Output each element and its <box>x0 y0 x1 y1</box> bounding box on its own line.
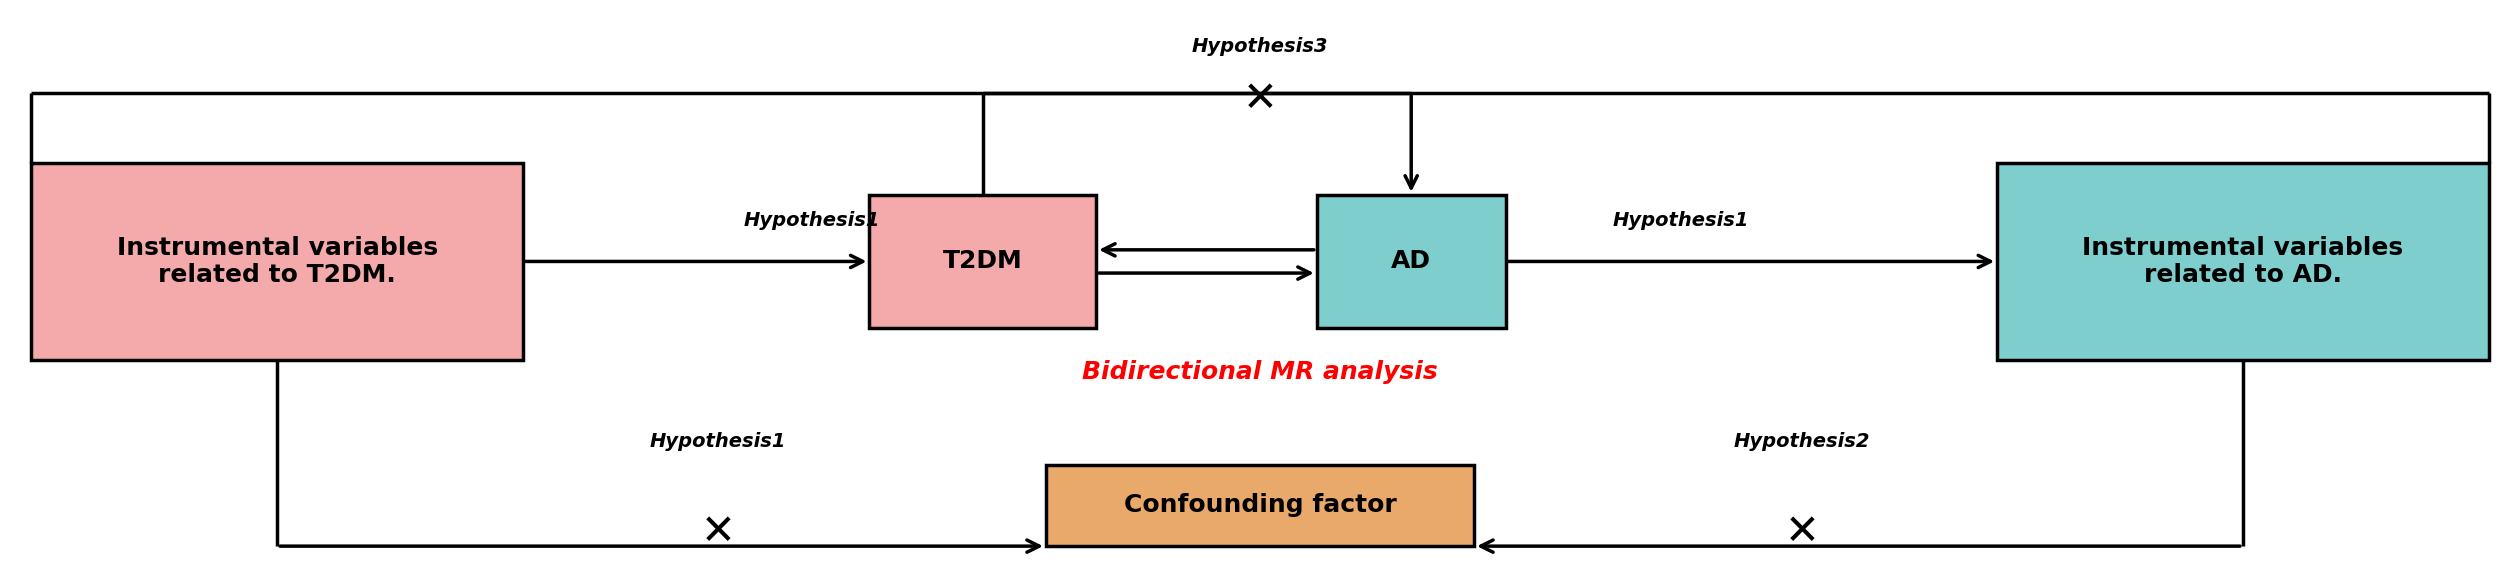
Text: Instrumental variables
related to AD.: Instrumental variables related to AD. <box>2082 235 2404 288</box>
Text: Hypothesis1: Hypothesis1 <box>650 432 786 451</box>
Text: ✕: ✕ <box>1242 78 1278 120</box>
Text: Hypothesis1: Hypothesis1 <box>743 211 879 230</box>
FancyBboxPatch shape <box>1318 195 1507 328</box>
Text: T2DM: T2DM <box>942 249 1023 274</box>
FancyBboxPatch shape <box>869 195 1096 328</box>
Text: Hypothesis2: Hypothesis2 <box>1734 432 1870 451</box>
FancyBboxPatch shape <box>1996 163 2490 360</box>
FancyBboxPatch shape <box>30 163 524 360</box>
Text: ✕: ✕ <box>701 511 736 553</box>
Text: ✕: ✕ <box>1784 511 1819 553</box>
Text: AD: AD <box>1391 249 1431 274</box>
FancyBboxPatch shape <box>1046 465 1474 546</box>
Text: Hypothesis3: Hypothesis3 <box>1192 37 1328 56</box>
Text: Bidirectional MR analysis: Bidirectional MR analysis <box>1081 360 1439 384</box>
Text: Instrumental variables
related to T2DM.: Instrumental variables related to T2DM. <box>116 235 438 288</box>
Text: Confounding factor: Confounding factor <box>1124 493 1396 518</box>
Text: Hypothesis1: Hypothesis1 <box>1613 211 1749 230</box>
